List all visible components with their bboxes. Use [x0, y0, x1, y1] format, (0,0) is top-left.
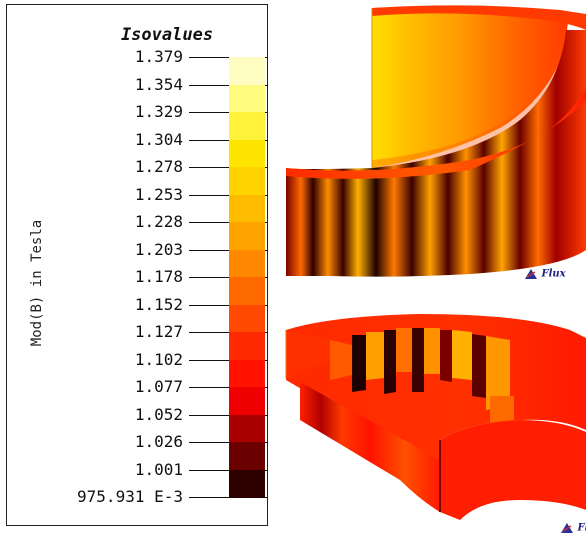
- flux-logo-icon: [525, 269, 537, 279]
- isovalue-label: 1.178: [134, 267, 183, 286]
- isovalue-label: 1.379: [134, 47, 183, 66]
- isovalue-tick: [189, 112, 267, 113]
- isovalue-tick: [189, 194, 267, 196]
- flux-logo-icon: [561, 523, 573, 533]
- isovalue-label: 1.253: [134, 184, 183, 204]
- isovalue-label: 1.354: [134, 74, 183, 94]
- isovalue-label: 1.329: [134, 102, 183, 121]
- color-swatch: [229, 469, 265, 498]
- legend-panel: Isovalues Mod(B) in Tesla 1.379 1.354 1.32…: [6, 4, 268, 526]
- isovalue-tick: [189, 332, 267, 333]
- isovalue-tick: [189, 57, 267, 58]
- isovalue-tick: [189, 387, 267, 388]
- isovalue-label: 1.152: [134, 294, 183, 314]
- isovalue-tick: [189, 249, 267, 251]
- isovalue-tick: [189, 442, 267, 443]
- isovalue-label: 1.102: [134, 349, 183, 369]
- color-swatch: [229, 304, 265, 333]
- flux-logo-text: Flux: [577, 522, 586, 534]
- isovalue-label: 1.304: [134, 129, 183, 149]
- isovalue-tick: [189, 304, 267, 306]
- isovalue-tick: [189, 414, 267, 416]
- isovalue-tick: [189, 497, 267, 498]
- color-swatch: [229, 277, 265, 305]
- color-swatch: [229, 359, 265, 388]
- isovalue-label: 1.127: [134, 322, 183, 341]
- color-swatch: [229, 84, 265, 113]
- flux-logo-text: Flux: [541, 268, 566, 280]
- isovalue-label: 1.203: [134, 239, 183, 259]
- bottom-rotor-ring: [285, 314, 586, 520]
- color-swatch: [229, 332, 265, 360]
- legend-title: Isovalues: [120, 25, 214, 45]
- isovalue-tick: [189, 469, 267, 471]
- color-swatch: [229, 222, 265, 250]
- isovalue-label: 1.228: [134, 212, 183, 231]
- isovalue-tick: [189, 277, 267, 278]
- isovalue-tick: [189, 222, 267, 223]
- isovalue-label: 1.026: [134, 432, 183, 451]
- isovalue-label: 1.052: [134, 404, 183, 424]
- color-swatch: [229, 387, 265, 415]
- color-swatch: [229, 139, 265, 168]
- color-swatch: [229, 249, 265, 278]
- color-swatch: [229, 167, 265, 195]
- isovalue-label: 1.077: [134, 377, 183, 396]
- top-stator-ring: [286, 5, 586, 277]
- color-swatch: [229, 57, 265, 85]
- isovalue-tick: [189, 167, 267, 168]
- isovalue-tick: [189, 84, 267, 86]
- isovalue-tick: [189, 139, 267, 141]
- color-swatch: [229, 414, 265, 443]
- color-swatch: [229, 112, 265, 140]
- flux-logo-bottom: Flux: [560, 522, 586, 534]
- flux-logo-top: Flux: [524, 268, 566, 280]
- color-scale: 1.379 1.354 1.329 1.304 1.278 1.253 1.228 1.203…: [7, 5, 267, 525]
- isovalue-label: 1.278: [134, 157, 183, 176]
- isovalue-label: 975.931 E-3: [77, 487, 183, 506]
- color-swatch: [229, 194, 265, 223]
- color-swatch: [229, 442, 265, 470]
- isovalue-tick: [189, 359, 267, 361]
- isovalue-label: 1.001: [134, 459, 183, 479]
